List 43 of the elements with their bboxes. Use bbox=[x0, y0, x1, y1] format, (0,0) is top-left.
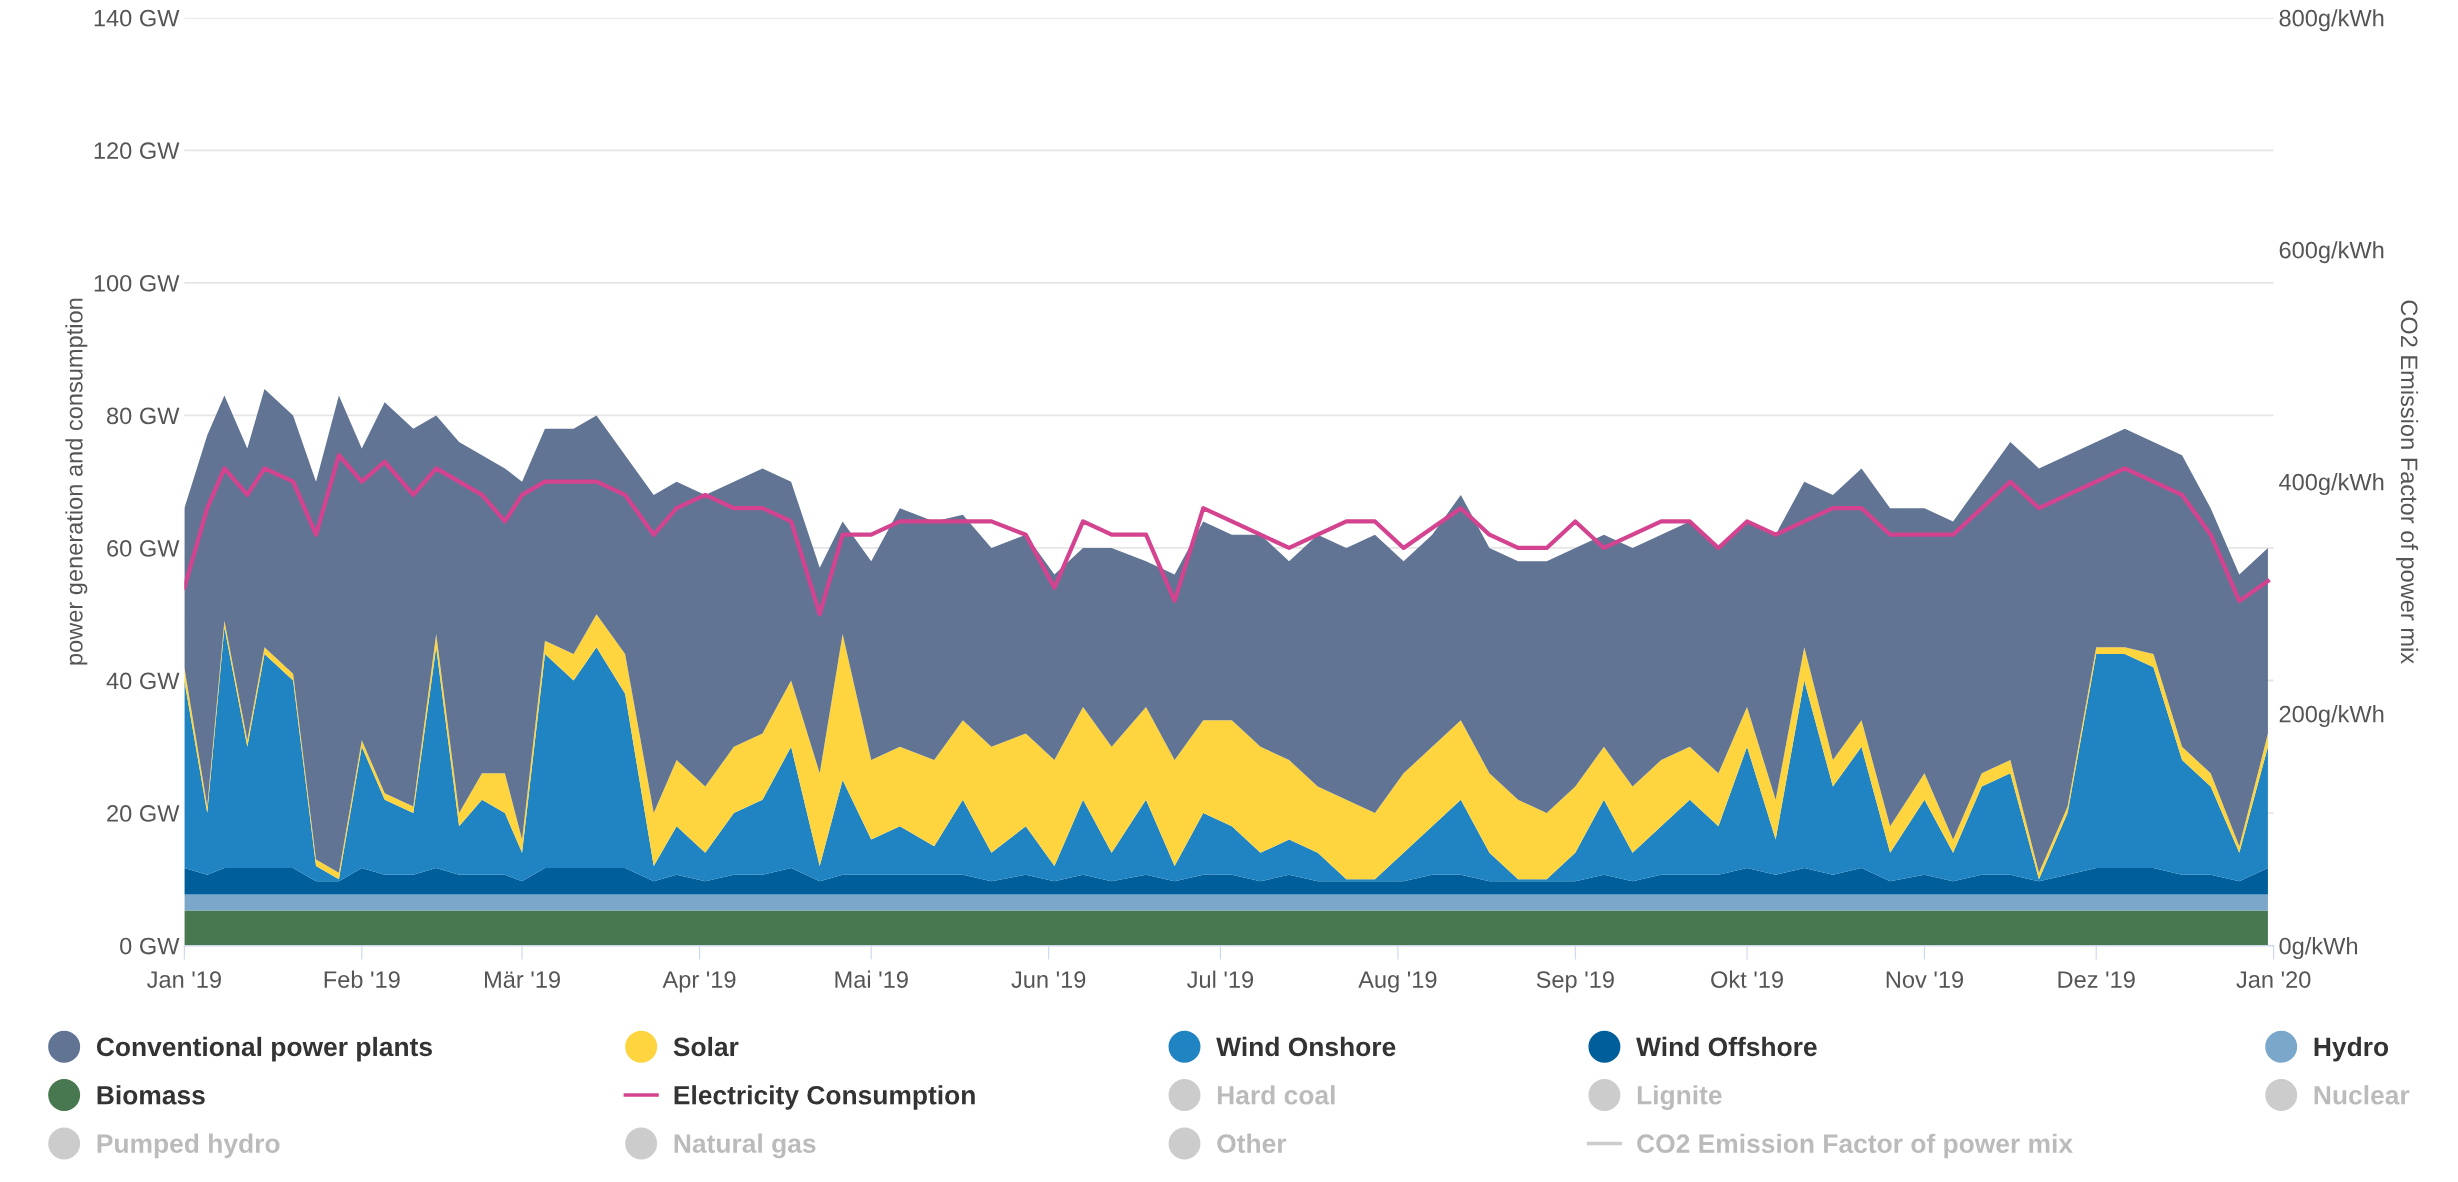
legend-label: Solar bbox=[673, 1036, 739, 1057]
legend-label: Biomass bbox=[97, 1085, 205, 1105]
x-tick-label: Jan '20 bbox=[2236, 971, 2311, 988]
legend-label: Natural gas bbox=[674, 1133, 816, 1159]
legend-label: Lignite bbox=[1637, 1085, 1722, 1110]
x-tick-label: Aug '19 bbox=[1358, 971, 1437, 993]
y-tick-label: 120 GW bbox=[94, 142, 180, 160]
y-tick-label: 0 GW bbox=[120, 937, 180, 955]
legend-label: Nuclear bbox=[2314, 1085, 2410, 1105]
x-tick-label: Mär '19 bbox=[485, 971, 560, 988]
line-series bbox=[184, 453, 2271, 617]
legend-label: Hydro bbox=[2314, 1036, 2389, 1062]
y-tick-label: 20 GW bbox=[107, 805, 180, 822]
legend-label: Wind Onshore bbox=[1216, 1036, 1396, 1057]
legend-label: Wind Offshore bbox=[1636, 1036, 1817, 1057]
x-tick-label: Nov '19 bbox=[1886, 971, 1964, 988]
legend-label: Electricity Consumption bbox=[674, 1085, 975, 1110]
x-tick-label: Jan '19 bbox=[147, 971, 221, 988]
legend-label: Hard coal bbox=[1217, 1085, 1335, 1105]
x-tick-label: Jun '19 bbox=[1011, 971, 1086, 988]
y2-tick-label: 200g/kWh bbox=[2279, 705, 2384, 728]
legend-label: Pumped hydro bbox=[97, 1133, 280, 1159]
legend-label: CO2 Emission Factor of power mix bbox=[1637, 1133, 2073, 1159]
y-axis-title: power generation and consumption bbox=[65, 298, 88, 665]
y2-tick-label: 800g/kWh bbox=[2279, 9, 2384, 32]
y-tick-label: 100 GW bbox=[94, 274, 180, 292]
y2-tick-label: 600g/kWh bbox=[2279, 241, 2384, 264]
x-tick-label: Dez '19 bbox=[2058, 971, 2135, 988]
y2-axis-title: CO2 Emission Factor of power mix bbox=[2396, 300, 2419, 664]
legend-label: Conventional power plants bbox=[96, 1036, 432, 1062]
x-tick-label: Sep '19 bbox=[1536, 971, 1614, 993]
y-tick-label: 40 GW bbox=[106, 672, 180, 690]
x-tick-label: Jul '19 bbox=[1187, 970, 1254, 988]
legend-label: Other bbox=[1217, 1133, 1287, 1153]
y-tick-label: 60 GW bbox=[107, 540, 180, 557]
y2-tick-label: 400g/kWh bbox=[2279, 473, 2384, 496]
y-tick-label: 80 GW bbox=[107, 407, 180, 425]
x-tick-label: Apr '19 bbox=[662, 971, 736, 993]
y-tick-label: 140 GW bbox=[94, 9, 180, 27]
x-tick-label: Okt '19 bbox=[1711, 970, 1783, 988]
x-tick-label: Mai '19 bbox=[835, 970, 908, 988]
x-tick-label: Feb '19 bbox=[324, 970, 400, 988]
y2-tick-label: 0g/kWh bbox=[2279, 937, 2358, 960]
